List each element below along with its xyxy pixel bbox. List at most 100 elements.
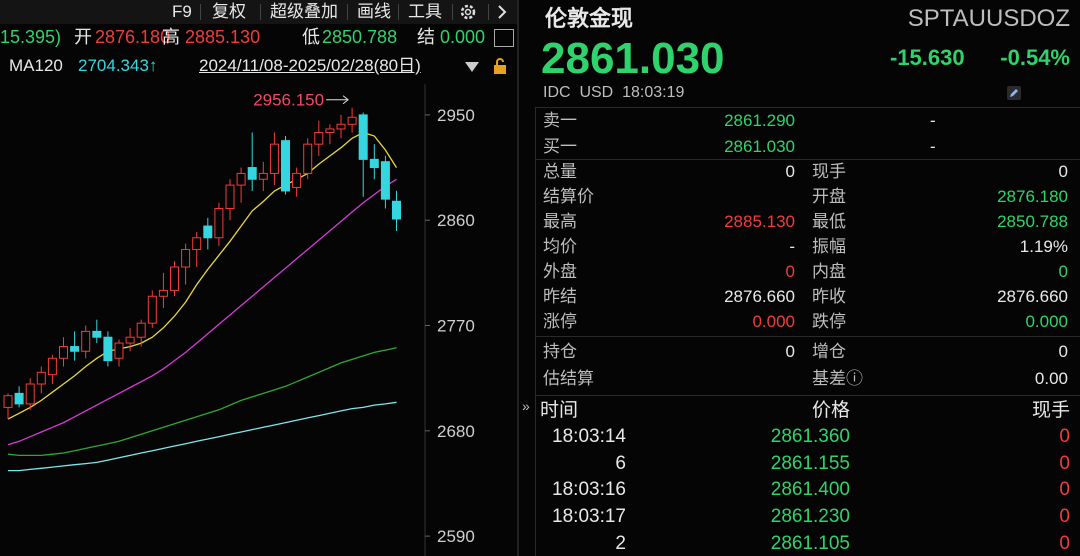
- toolbar: F9 复权 超级叠加 画线 工具: [0, 0, 517, 24]
- candle-body: [392, 200, 401, 220]
- stat-label: 基差ⓘ: [812, 369, 863, 388]
- candle-body: [70, 346, 80, 352]
- stat-label: 昨结: [543, 287, 577, 306]
- order-price: 2861.290: [724, 111, 795, 130]
- trade-volume: 0: [1059, 506, 1070, 528]
- candle-body: [125, 336, 135, 344]
- order-volume: -: [930, 137, 936, 156]
- stat-label: 开盘: [812, 187, 846, 206]
- y-tick-label: 2950: [437, 106, 475, 125]
- candle-body: [47, 357, 57, 376]
- candle-body: [158, 289, 168, 297]
- moving-average-line: [7, 131, 398, 420]
- trade-price: 2861.230: [770, 506, 850, 528]
- trade-time: 18:03:17: [552, 506, 626, 528]
- candle-body: [92, 330, 102, 338]
- annotation-arrowhead: [342, 95, 349, 105]
- panel-divider: [517, 0, 519, 556]
- stat-label: 最低: [812, 212, 846, 231]
- stat-label: 均价: [543, 237, 577, 256]
- candle-body: [247, 167, 257, 180]
- candle-body: [114, 342, 124, 359]
- price-change: -15.630: [890, 45, 965, 70]
- quote-field: 2850.788: [322, 27, 398, 47]
- quote-field: 开: [74, 27, 92, 47]
- dropdown-arrow[interactable]: [464, 61, 480, 73]
- trade-time: 18:03:16: [552, 479, 626, 501]
- wp-icon[interactable]: [494, 29, 514, 47]
- next-icon[interactable]: [496, 4, 508, 20]
- candle-body: [14, 392, 24, 405]
- candle-body: [59, 346, 68, 359]
- source-time: IDC USD 18:03:19: [543, 84, 685, 101]
- toolbar-button[interactable]: F9: [172, 2, 192, 21]
- trade-volume: 0: [1059, 426, 1070, 447]
- high-annotation: 2956.150: [253, 91, 324, 110]
- candle-body: [203, 225, 213, 239]
- moving-average-line: [7, 347, 397, 457]
- candle-body: [192, 237, 202, 250]
- settings-icon[interactable]: [459, 3, 477, 21]
- quote-field: 0.000: [440, 27, 486, 47]
- candle-body: [336, 123, 346, 130]
- trade-time: 2: [615, 532, 626, 554]
- stat-value: 0: [785, 262, 795, 281]
- separator: [347, 4, 348, 20]
- last-price: 2861.030: [541, 34, 725, 83]
- candle-body: [358, 114, 368, 160]
- toolbar-button[interactable]: 超级叠加: [270, 2, 338, 21]
- moving-average-line: [7, 178, 397, 446]
- candle-body: [258, 172, 268, 180]
- toolbar-button[interactable]: 复权: [212, 2, 246, 21]
- order-label: 买一: [543, 137, 577, 156]
- collapse-toggle[interactable]: »: [522, 398, 530, 414]
- stat-label: 总量: [543, 162, 577, 181]
- stat-label: 跌停: [812, 312, 846, 331]
- separator: [398, 4, 399, 20]
- order-volume: -: [930, 111, 936, 130]
- toolbar-button[interactable]: 工具: [408, 2, 442, 21]
- candle-body: [281, 140, 290, 192]
- moving-average-line: [8, 401, 397, 472]
- ma-label: MA120: [9, 56, 63, 75]
- trade-price: 2861.400: [770, 479, 850, 501]
- stat-label: 现手: [812, 162, 846, 181]
- stat-label: 结算价: [543, 187, 594, 206]
- lock-icon[interactable]: [492, 57, 508, 75]
- candle-body: [380, 161, 390, 200]
- toolbar-button[interactable]: 画线: [357, 2, 391, 21]
- trade-volume: 0: [1059, 532, 1070, 554]
- candle-body: [325, 128, 335, 133]
- separator: [488, 4, 489, 20]
- trade-time: 6: [615, 452, 626, 474]
- stat-value: 1.19%: [1019, 237, 1068, 256]
- candle-body: [25, 383, 35, 405]
- y-tick-label: 2860: [437, 211, 475, 230]
- quote-field: 高: [162, 27, 180, 47]
- candle-body: [303, 143, 313, 174]
- edit-icon[interactable]: [1007, 86, 1021, 100]
- quote-field: 低: [302, 27, 320, 47]
- stat-value: -: [789, 237, 795, 256]
- stat-label: 昨收: [812, 287, 846, 306]
- stat-label: 振幅: [812, 237, 846, 256]
- instrument-name: 伦敦金现: [545, 6, 634, 31]
- candle-body: [269, 143, 279, 174]
- separator: [260, 4, 261, 20]
- stat-value: 0: [785, 162, 795, 181]
- candle-body: [214, 208, 224, 239]
- date-range[interactable]: 2024/11/08-2025/02/28(80日): [199, 56, 421, 75]
- price-change-percent: -0.54%: [1000, 45, 1070, 70]
- separator: [452, 4, 453, 20]
- candle-body: [369, 158, 379, 169]
- quote-field: 2876.180: [95, 27, 171, 47]
- stat-label: 最高: [543, 212, 577, 231]
- candle-body: [3, 395, 13, 408]
- trade-volume: 0: [1059, 452, 1070, 474]
- divider: [535, 336, 1080, 337]
- stat-label: 增仓: [812, 342, 846, 361]
- candle-body: [36, 371, 46, 385]
- trade-price: 2861.105: [770, 532, 850, 554]
- stat-value: 2885.130: [724, 212, 795, 231]
